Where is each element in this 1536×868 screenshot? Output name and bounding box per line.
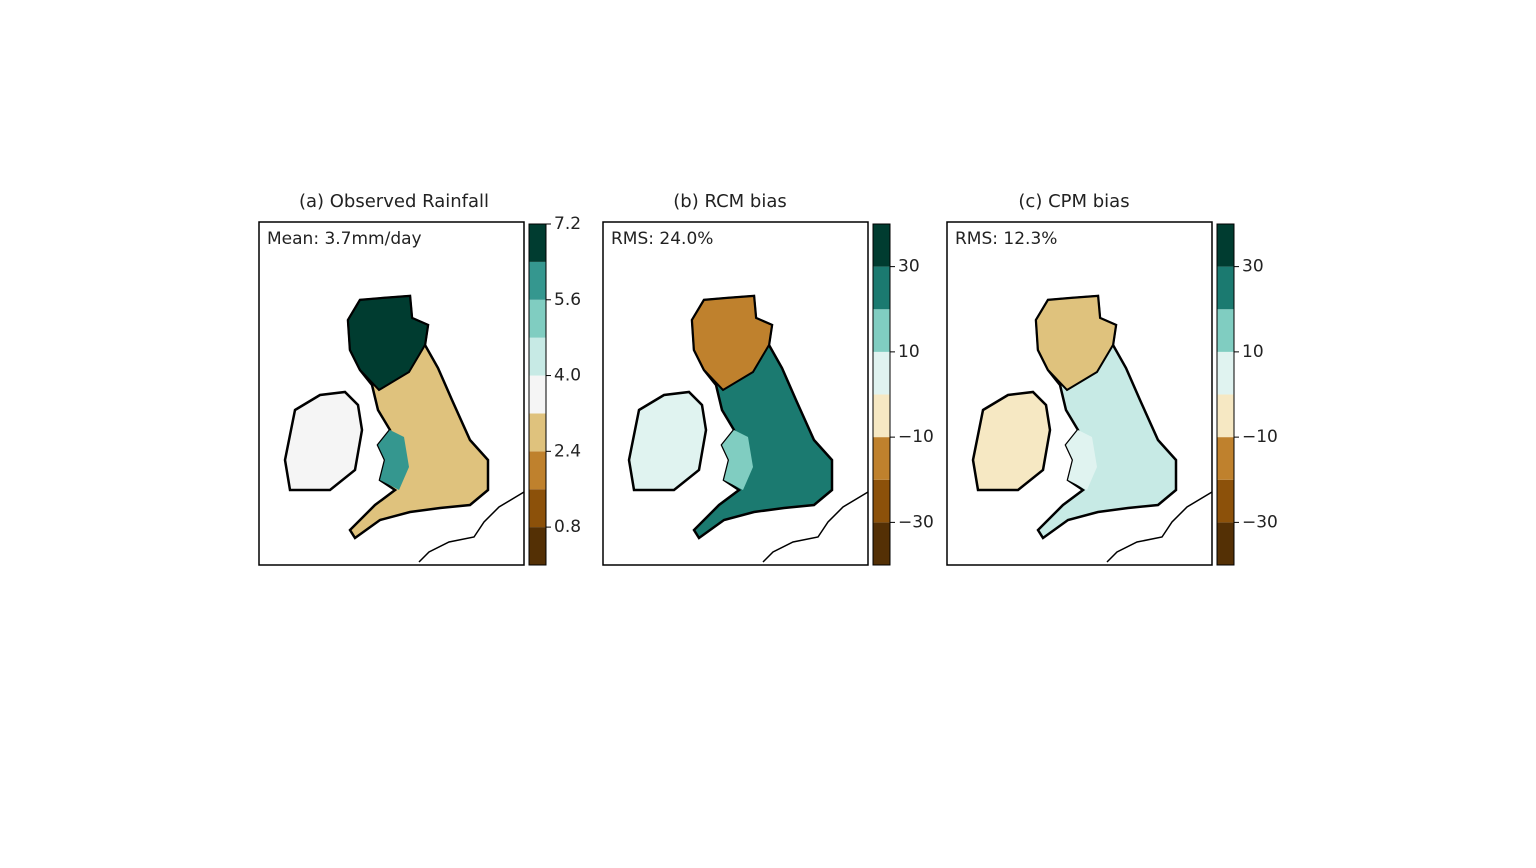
ireland [283,390,364,492]
map-frame [602,221,869,566]
colorbar-frame [872,223,891,566]
colorbar-bin [529,413,546,452]
colorbar-tick-label: 7.2 [554,214,581,234]
ireland [971,390,1052,492]
panel-title: (c) CPM bias [1018,191,1129,212]
france-coast [418,491,525,563]
panel-title: (b) RCM bias [673,191,786,212]
colorbar-bin [873,224,890,267]
colorbar-tick-label: −30 [1242,512,1278,532]
wales [378,430,409,490]
colorbar-bin [1217,224,1234,267]
colorbar-bin [873,479,890,523]
colorbar-tick-label: 10 [898,342,920,362]
colorbar-bin [873,351,890,395]
wales [722,430,753,490]
colorbar-bin [1217,266,1234,310]
colorbar-bin [529,451,546,490]
colorbar-tick-label: 30 [1242,257,1264,277]
colorbar-bin [873,437,890,480]
map [971,294,1213,563]
colorbar-bin [529,299,546,338]
scotland [690,294,774,392]
colorbar-bin [529,261,546,300]
colorbar-bin [873,309,890,352]
france-coast [1106,491,1213,563]
colorbar-frame [1216,223,1235,566]
colorbar-tick-label: −10 [1242,427,1278,447]
map-frame [258,221,525,566]
colorbar-tick-label: 5.6 [554,290,581,310]
colorbar-frame [528,223,547,566]
colorbar-bin [1217,479,1234,523]
colorbar-bin [1217,309,1234,352]
colorbar-bin [529,489,546,528]
colorbar-bin [873,522,890,565]
colorbar-tick-label: 10 [1242,342,1264,362]
colorbar-bin [873,266,890,310]
france-coast [762,491,869,563]
colorbar-bin [1217,522,1234,565]
colorbar-tick-label: 4.0 [554,366,581,386]
colorbar-bin [873,394,890,438]
colorbar-tick-label: 30 [898,257,920,277]
ireland [627,390,708,492]
annotation: RMS: 12.3% [955,229,1057,249]
colorbar-bin [1217,394,1234,438]
colorbar-tick-label: −30 [898,512,934,532]
colorbar-bin [529,337,546,376]
scotland [346,294,430,392]
wales [1066,430,1097,490]
colorbar-bin [1217,351,1234,395]
colorbar-bin [529,527,546,565]
annotation: Mean: 3.7mm/day [267,229,422,249]
map [627,294,869,563]
colorbar-bin [529,375,546,414]
colorbar-bin [1217,437,1234,480]
map-frame [946,221,1213,566]
scotland [1034,294,1118,392]
panel-title: (a) Observed Rainfall [299,191,489,212]
colorbar-tick-label: 0.8 [554,517,581,537]
annotation: RMS: 24.0% [611,229,713,249]
colorbar-tick-label: −10 [898,427,934,447]
colorbar-bin [529,224,546,262]
map [283,294,525,563]
colorbar-tick-label: 2.4 [554,441,581,461]
